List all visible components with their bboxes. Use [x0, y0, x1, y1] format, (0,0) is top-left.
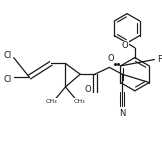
Text: Cl: Cl	[3, 75, 12, 84]
Text: Cl: Cl	[3, 51, 12, 60]
Text: O: O	[122, 41, 128, 50]
Text: F: F	[157, 55, 162, 64]
Text: CH₃: CH₃	[73, 99, 85, 104]
Text: N: N	[119, 109, 125, 118]
Text: CH₃: CH₃	[46, 99, 58, 104]
Text: O: O	[107, 54, 114, 63]
Text: O: O	[85, 85, 91, 94]
